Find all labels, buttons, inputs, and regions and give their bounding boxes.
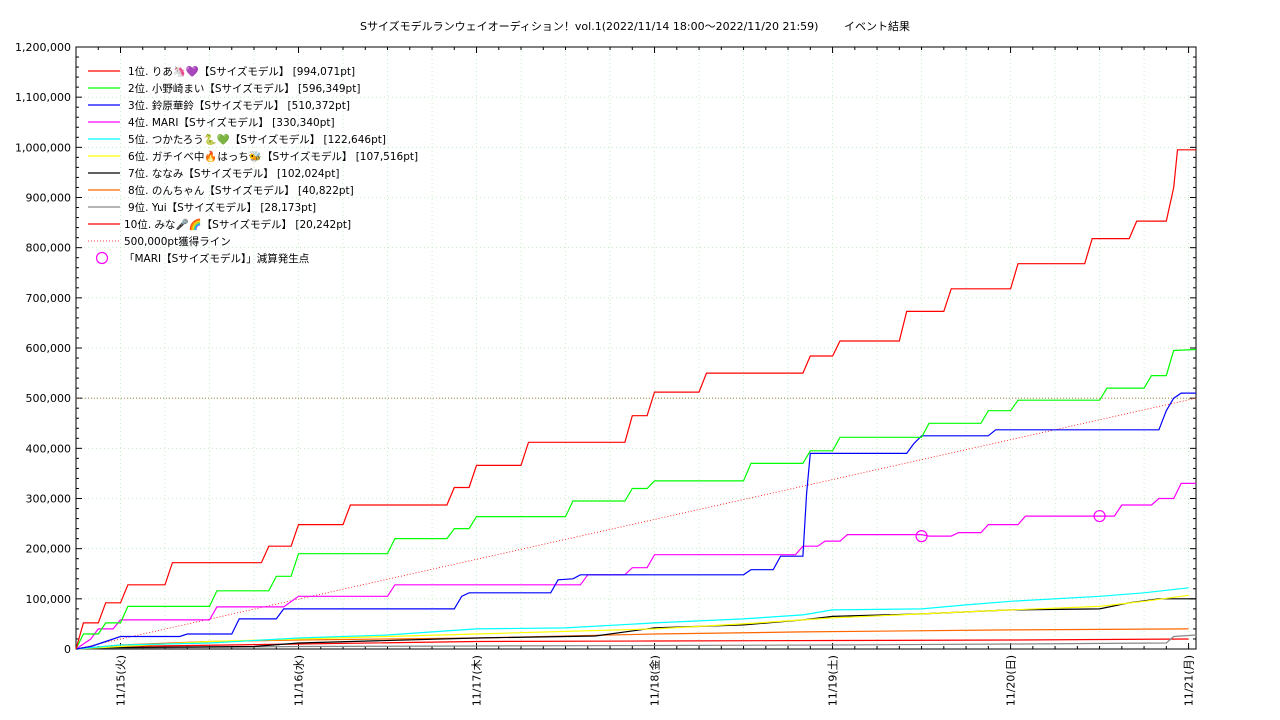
y-tick-label: 0 (64, 643, 71, 656)
series-line-3 (75, 392, 1196, 650)
chart-title: Sサイズモデルランウェイオーディション！vol.1(2022/11/14 18:… (360, 19, 910, 33)
series-line-4 (75, 482, 1196, 650)
x-tick-label: 11/19(土) (827, 655, 840, 706)
series-line-10 (75, 638, 1189, 650)
y-tick-label: 300,000 (26, 493, 72, 506)
y-tick-label: 900,000 (26, 192, 72, 205)
x-tick-label: 11/15(火) (115, 655, 128, 706)
legend-label: 9位. Yui【Sサイズモデル】 [28,173pt] (128, 201, 316, 214)
marker-point (1093, 509, 1106, 523)
y-tick-label: 600,000 (26, 342, 72, 355)
legend-label: 8位. のんちゃん【Sサイズモデル】 [40,822pt] (128, 184, 354, 197)
legend-label: 「MARI【Sサイズモデル】」減算発生点 (124, 252, 309, 265)
series-layer (75, 149, 1197, 650)
legend-label: 6位. ガチイベ中🔥はっち🐝【Sサイズモデル】 [107,516pt] (128, 150, 418, 163)
y-tick-label: 100,000 (26, 593, 72, 606)
x-tick-label: 11/17(木) (471, 655, 484, 706)
y-tick-label: 500,000 (26, 392, 72, 405)
series-line-6 (75, 594, 1189, 650)
y-tick-label: 800,000 (26, 242, 72, 255)
x-tick-label: 11/18(金) (648, 655, 662, 706)
legend-label: 2位. 小野崎まい【Sサイズモデル】 [596,349pt] (128, 82, 360, 95)
legend-marker (95, 251, 109, 265)
y-tick-label: 400,000 (26, 442, 72, 455)
reference-line (75, 397, 1197, 650)
legend-label: 500,000pt獲得ライン (124, 235, 231, 248)
series-line-1 (75, 149, 1196, 650)
series-line-5 (75, 587, 1189, 650)
x-tick-label: 11/16(水) (293, 655, 306, 706)
series-line-2 (75, 348, 1197, 650)
legend-label: 3位. 鈴原華鈴【Sサイズモデル】 [510,372pt] (128, 99, 350, 112)
y-tick-label: 700,000 (26, 292, 72, 305)
grid (75, 46, 1196, 650)
legend: 1位. りあ🦄💜【Sサイズモデル】 [994,071pt] 2位. 小野崎まい【S… (88, 65, 418, 265)
y-tick-label: 1,100,000 (15, 91, 71, 104)
y-tick-label: 1,000,000 (15, 141, 71, 154)
legend-label: 4位. MARI【Sサイズモデル】 [330,340pt] (128, 116, 335, 129)
y-tick-label: 200,000 (26, 543, 72, 556)
x-tick-label: 11/20(日) (1005, 655, 1018, 706)
y-tick-label: 1,200,000 (15, 41, 71, 54)
x-tick-label: 11/21(月) (1183, 655, 1196, 706)
marker-point (915, 530, 928, 543)
legend-label: 10位. みな🎤🌈【Sサイズモデル】 [20,242pt] (124, 218, 351, 231)
legend-label: 5位. つかたろう🐍💚【Sサイズモデル】 [122,646pt] (128, 133, 386, 146)
legend-label: 7位. ななみ【Sサイズモデル】 [102,024pt] (128, 167, 339, 180)
legend-label: 1位. りあ🦄💜【Sサイズモデル】 [994,071pt] (128, 65, 355, 78)
